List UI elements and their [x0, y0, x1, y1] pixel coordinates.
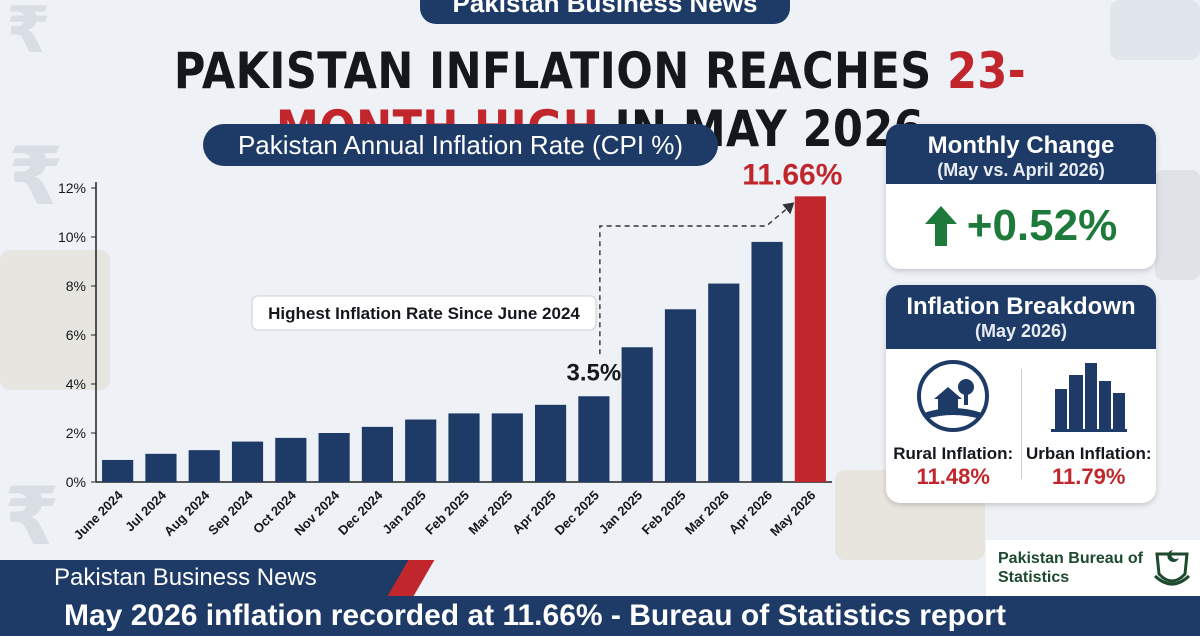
x-tick-label: June 2024 — [71, 487, 127, 543]
footer-ticker: May 2026 inflation recorded at 11.66% - … — [0, 596, 1200, 636]
farmhouse-icon — [917, 360, 990, 432]
fuel-pump-decoration-icon — [1155, 170, 1200, 280]
breakdown-header: Inflation Breakdown (May 2026) — [886, 285, 1156, 349]
y-tick-label: 4% — [66, 376, 86, 392]
rural-column: Rural Inflation: 11.48% — [886, 349, 1021, 499]
annotation-peak: 11.66% — [742, 160, 842, 191]
footer-source: Pakistan Business News — [0, 560, 410, 596]
bar-10 — [491, 413, 523, 482]
dashed-arrow-line — [599, 201, 795, 355]
annotation-3-5: 3.5% — [567, 359, 622, 386]
bar-2 — [145, 453, 177, 482]
breakdown-body: Rural Inflation: 11.48% Urban Inflation:… — [886, 349, 1156, 499]
breakdown-title: Inflation Breakdown — [906, 293, 1136, 320]
urban-column: Urban Inflation: 11.79% — [1022, 349, 1157, 499]
monthly-change-value: +0.52% — [966, 201, 1118, 250]
rupee-decoration-icon: ₹ — [6, 0, 51, 68]
inflation-breakdown-card: Inflation Breakdown (May 2026) Rural Inf… — [886, 285, 1156, 503]
y-tick-label: 2% — [66, 425, 86, 441]
bar-8 — [405, 419, 437, 482]
rupee-decoration-icon: ₹ — [8, 130, 64, 223]
urban-label: Urban Inflation: — [1025, 444, 1152, 463]
x-tick-label: Apr 2025 — [509, 488, 558, 537]
x-tick-label: Feb 2025 — [422, 488, 472, 538]
bar-4 — [231, 441, 264, 482]
rural-label: Rural Inflation: — [893, 444, 1014, 463]
bar-14 — [664, 309, 697, 482]
bar-9 — [448, 413, 480, 482]
grocery-decoration-icon — [1110, 0, 1200, 60]
x-tick-label: May 2026 — [767, 488, 818, 539]
arrow-up-icon — [924, 206, 957, 246]
x-tick-label: Mar 2026 — [682, 488, 732, 538]
bar-5 — [275, 437, 307, 482]
chart-title: Pakistan Annual Inflation Rate (CPI %) — [203, 124, 718, 166]
pbs-line2: Statistics — [998, 569, 1070, 586]
headline-part1: PAKISTAN INFLATION REACHES — [173, 42, 948, 100]
pakistan-emblem-icon — [1153, 550, 1190, 586]
x-tick-label: Jan 2025 — [379, 488, 428, 537]
pbs-name: Pakistan Bureau of Statistics — [998, 549, 1143, 587]
y-tick-label: 6% — [66, 327, 86, 343]
breakdown-subtitle: (May 2026) — [974, 321, 1068, 341]
x-tick-label: Nov 2024 — [291, 487, 343, 539]
bar-16 — [751, 241, 783, 482]
y-tick-label: 12% — [58, 180, 86, 196]
x-tick-label: Jan 2025 — [596, 488, 645, 537]
rural-value: 11.48% — [916, 464, 990, 489]
breakdown-divider — [1020, 369, 1022, 479]
pbs-line1: Pakistan Bureau of — [998, 550, 1143, 567]
x-tick-label: Feb 2025 — [639, 488, 689, 538]
callout-text: Highest Inflation Rate Since June 2024 — [268, 304, 580, 323]
monthly-change-value-row: +0.52% — [886, 184, 1156, 268]
bar-6 — [318, 433, 350, 482]
x-tick-label: Dec 2024 — [335, 487, 386, 538]
monthly-change-card: Monthly Change (May vs. April 2026) +0.5… — [886, 124, 1156, 269]
grocery-decoration-icon — [0, 250, 110, 390]
x-tick-label: Sep 2024 — [205, 487, 256, 538]
monthly-change-subtitle: (May vs. April 2026) — [937, 160, 1105, 180]
bar-17 — [794, 196, 826, 482]
x-tick-label: Mar 2025 — [465, 488, 515, 538]
callout-box — [251, 295, 597, 331]
arrow-head — [782, 202, 795, 215]
bar-12 — [578, 396, 610, 482]
bar-1 — [102, 459, 134, 482]
monthly-change-title: Monthly Change — [927, 132, 1115, 159]
bar-3 — [188, 450, 220, 482]
x-tick-label: Dec 2025 — [552, 488, 602, 538]
urban-value: 11.79% — [1052, 464, 1126, 489]
y-tick-label: 8% — [66, 278, 86, 294]
top-badge: Pakistan Business News — [420, 0, 790, 24]
y-tick-label: 0% — [66, 474, 86, 490]
bar-13 — [621, 347, 653, 482]
x-tick-label: Aug 2024 — [161, 487, 213, 539]
bar-7 — [361, 426, 393, 482]
bar-11 — [535, 404, 567, 482]
pbs-logo-block: Pakistan Bureau of Statistics — [986, 540, 1200, 596]
rupee-decoration-icon: ₹ — [4, 470, 60, 563]
bar-15 — [708, 283, 740, 482]
y-tick-label: 10% — [58, 229, 86, 245]
city-skyline-icon — [1050, 363, 1127, 432]
monthly-change-header: Monthly Change (May vs. April 2026) — [886, 124, 1156, 184]
